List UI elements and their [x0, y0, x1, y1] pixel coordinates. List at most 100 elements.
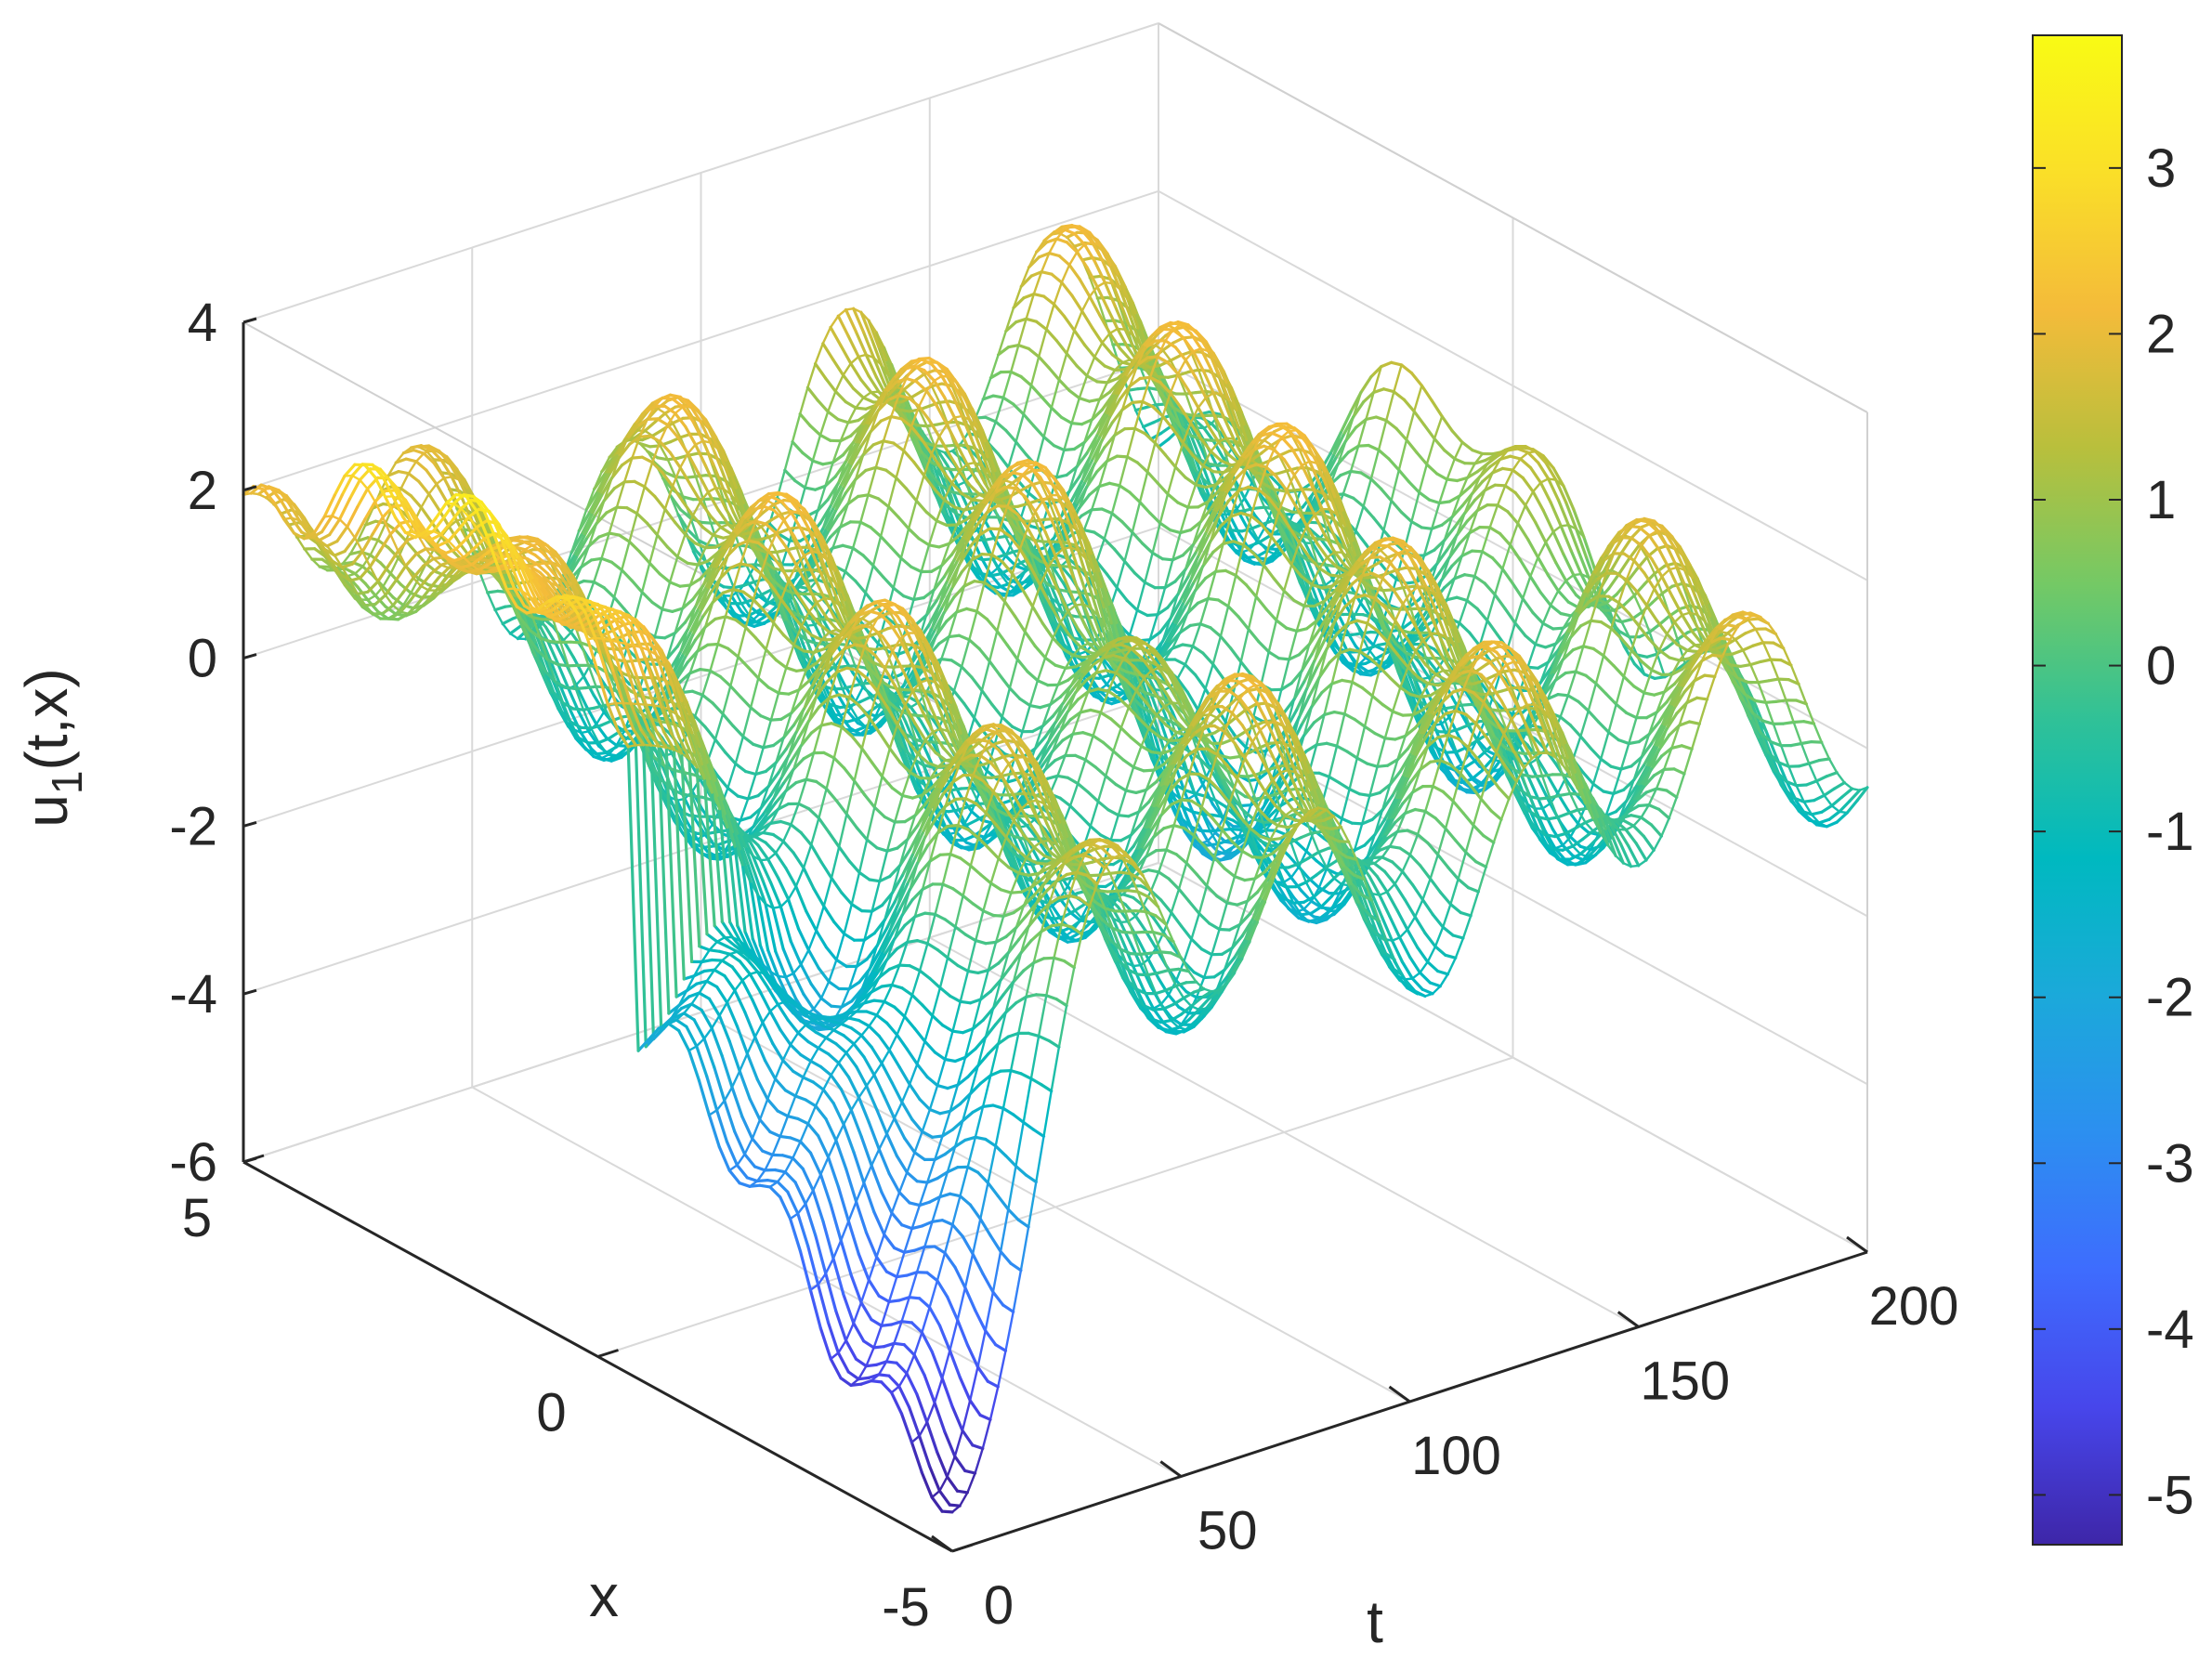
surface-mesh-segment: [1500, 466, 1515, 472]
surface-mesh-segment: [1628, 543, 1642, 561]
surface-mesh-segment: [1537, 461, 1551, 481]
surface-mesh-segment: [1141, 542, 1155, 555]
surface-mesh-segment: [1198, 622, 1212, 630]
surface-mesh-segment: [1546, 573, 1560, 593]
surface-mesh-segment: [1394, 426, 1408, 442]
surface-mesh-segment: [1607, 617, 1621, 633]
surface-mesh-segment: [1445, 477, 1459, 483]
surface-mesh-segment: [1792, 720, 1806, 725]
surface-mesh-segment: [1529, 556, 1539, 578]
surface-mesh-segment: [1430, 523, 1444, 530]
surface-mesh-segment: [1604, 692, 1618, 706]
surface-mesh-segment: [1493, 593, 1507, 610]
surface-mesh-segment: [1808, 763, 1818, 782]
surface-mesh-segment: [1794, 783, 1809, 788]
surface-mesh-segment: [1381, 702, 1394, 713]
surface-mesh-segment: [1174, 442, 1185, 468]
surface-mesh-segment: [1438, 478, 1448, 503]
surface-mesh-segment: [1156, 375, 1171, 379]
surface-mesh-segment: [1107, 481, 1121, 488]
surface-mesh-segment: [1594, 682, 1608, 696]
surface-mesh-segment: [1096, 297, 1106, 321]
surface-mesh-segment: [1120, 519, 1134, 534]
surface-mesh-segment: [1044, 328, 1058, 343]
surface-mesh-segment: [1458, 621, 1472, 634]
surface-mesh-segment: [1258, 534, 1272, 544]
surface-mesh-segment: [1568, 791, 1582, 797]
surface-mesh-segment: [1078, 397, 1092, 403]
surface-mesh-segment: [1810, 739, 1824, 744]
surface-mesh-segment: [1685, 589, 1699, 617]
surface-mesh-segment: [1682, 633, 1696, 647]
surface-mesh-segment: [1075, 364, 1089, 378]
surface-mesh-segment: [1360, 571, 1375, 578]
surface-mesh-segment: [1518, 558, 1532, 579]
surface-mesh-segment: [1066, 236, 1076, 247]
surface-mesh-segment: [1247, 596, 1258, 630]
surface-mesh-segment: [1632, 816, 1643, 827]
surface-mesh-segment: [1754, 628, 1764, 644]
surface-mesh-segment: [1541, 605, 1552, 624]
surface-mesh-segment: [816, 398, 830, 413]
surface-mesh-segment: [1501, 544, 1512, 569]
surface-mesh-segment: [1511, 468, 1525, 480]
surface-mesh-segment: [1010, 345, 1020, 372]
surface-mesh-segment: [1616, 738, 1630, 746]
surface-mesh-segment: [1832, 780, 1847, 790]
surface-mesh-segment: [1675, 643, 1689, 652]
surface-mesh-segment: [1734, 632, 1747, 642]
surface-mesh-segment: [1678, 657, 1692, 662]
surface-mesh-segment: [1339, 410, 1353, 435]
surface-mesh-segment: [1632, 544, 1643, 562]
surface-mesh-segment: [1001, 371, 1013, 398]
surface-mesh-segment: [1211, 635, 1223, 665]
surface-mesh-segment: [1751, 712, 1765, 723]
surface-mesh-segment: [1805, 703, 1815, 725]
surface-mesh-segment: [1777, 678, 1787, 701]
surface-mesh-segment: [1340, 816, 1354, 825]
surface-mesh-segment: [1384, 419, 1398, 430]
surface-mesh-segment: [1275, 590, 1286, 621]
surface-mesh-segment: [1627, 739, 1641, 746]
surface-mesh-segment: [1324, 578, 1334, 587]
surface-mesh-segment: [1386, 544, 1400, 555]
surface-mesh-segment: [1543, 642, 1558, 649]
surface-mesh-segment: [1250, 528, 1261, 543]
surface-mesh-segment: [1706, 601, 1720, 633]
surface-mesh-segment: [1080, 309, 1094, 330]
surface-mesh-segment: [1407, 480, 1421, 494]
surface-mesh-segment: [1792, 796, 1806, 803]
surface-mesh-segment: [1057, 254, 1071, 267]
surface-mesh-segment: [1459, 702, 1473, 707]
surface-mesh-segment: [1488, 504, 1499, 529]
surface-mesh-segment: [1349, 445, 1360, 472]
surface-mesh-segment: [1143, 581, 1157, 590]
surface-mesh-segment: [1663, 529, 1677, 550]
surface-mesh-segment: [826, 410, 840, 422]
surface-mesh-segment: [897, 408, 911, 413]
surface-mesh-segment: [1258, 541, 1268, 552]
surface-mesh-segment: [1657, 807, 1671, 820]
surface-mesh-segment: [1551, 847, 1564, 852]
surface-mesh-segment: [1650, 557, 1664, 579]
surface-mesh-segment: [1070, 398, 1080, 424]
surface-mesh-segment: [1764, 701, 1775, 725]
surface-mesh-segment: [1556, 589, 1570, 604]
surface-mesh-segment: [1001, 396, 1015, 406]
surface-mesh-segment: [827, 390, 837, 412]
surface-mesh-segment: [1267, 620, 1278, 653]
surface-mesh-segment: [1556, 498, 1571, 527]
surface-mesh-segment: [1825, 771, 1839, 778]
surface-mesh-segment: [1531, 610, 1545, 625]
surface-mesh-segment: [1068, 251, 1079, 266]
surface-mesh-segment: [1194, 469, 1209, 484]
surface-mesh-segment: [1558, 791, 1572, 797]
surface-mesh-segment: [1050, 272, 1064, 284]
surface-mesh-segment: [1746, 617, 1760, 621]
surface-mesh-segment: [1564, 574, 1575, 582]
surface-mesh-segment: [1377, 448, 1391, 461]
surface-mesh-segment: [1260, 519, 1274, 527]
surface-mesh-segment: [1338, 781, 1352, 791]
surface-mesh-segment: [1014, 440, 1028, 456]
surface-mesh-segment: [1524, 490, 1535, 506]
